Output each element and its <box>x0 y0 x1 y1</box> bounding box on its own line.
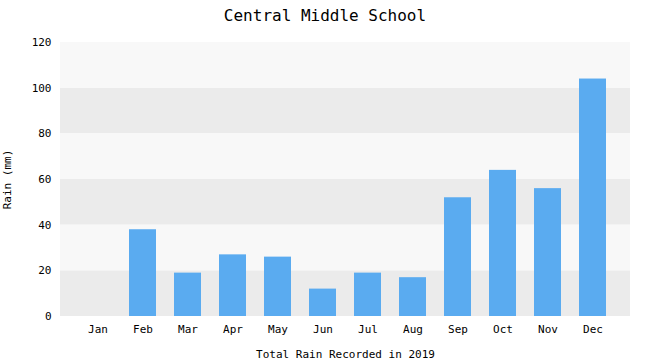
svg-text:Jun: Jun <box>313 323 333 336</box>
svg-text:May: May <box>268 323 288 336</box>
svg-text:Jul: Jul <box>358 323 378 336</box>
svg-text:Aug: Aug <box>403 323 423 336</box>
svg-text:Dec: Dec <box>583 323 603 336</box>
svg-text:Total Rain Recorded in 2019: Total Rain Recorded in 2019 <box>256 348 435 360</box>
svg-text:80: 80 <box>38 127 51 140</box>
svg-text:60: 60 <box>38 173 51 186</box>
svg-text:20: 20 <box>38 264 51 277</box>
svg-text:Oct: Oct <box>493 323 513 336</box>
svg-text:0: 0 <box>45 310 52 323</box>
svg-text:Nov: Nov <box>538 323 558 336</box>
svg-text:100: 100 <box>32 82 52 95</box>
svg-text:Jan: Jan <box>88 323 108 336</box>
svg-text:Apr: Apr <box>223 323 243 336</box>
svg-text:120: 120 <box>32 36 52 49</box>
svg-text:Feb: Feb <box>133 323 153 336</box>
html-text:Central Middle School: Central Middle School <box>223 6 427 25</box>
svg-text:40: 40 <box>38 219 51 232</box>
svg-text:Sep: Sep <box>448 323 468 336</box>
svg-text:Mar: Mar <box>178 323 198 336</box>
svg-text:Rain (mm): Rain (mm) <box>1 150 14 210</box>
